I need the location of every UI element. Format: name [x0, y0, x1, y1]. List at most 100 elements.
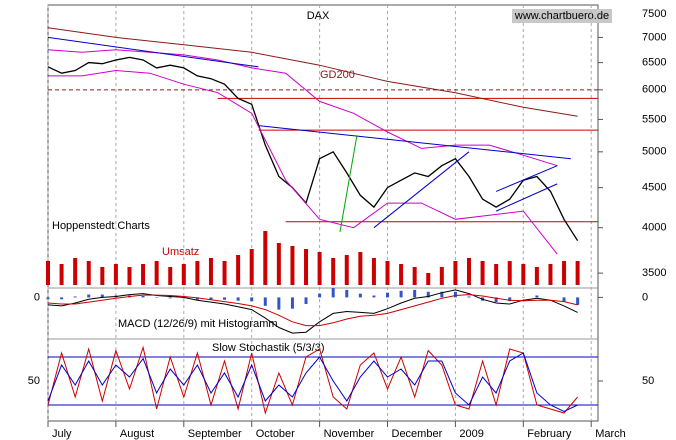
y-tick-label: 6500 [642, 57, 666, 69]
volume-bar [507, 261, 512, 285]
x-tick-label: November [324, 428, 375, 440]
volume-bar [494, 264, 499, 285]
series-line [47, 49, 558, 167]
histogram-bar [318, 293, 322, 298]
y-tick-label: 6000 [642, 84, 666, 96]
series-line [47, 352, 578, 412]
volume-bar [154, 261, 159, 285]
y-tick-label: 5000 [642, 146, 666, 158]
x-tick-label: December [392, 428, 443, 440]
x-tick-label: October [256, 428, 295, 440]
x-tick-label: March [595, 428, 626, 440]
volume-bar [548, 264, 553, 285]
histogram-bar [236, 297, 240, 301]
y-tick-label: 7000 [642, 31, 666, 43]
series-line [47, 289, 578, 334]
volume-label: Umsatz [162, 246, 199, 258]
volume-bar [439, 267, 444, 285]
stochastic-label: Slow Stochastik (5/3/3) [212, 342, 325, 354]
volume-bar [249, 249, 254, 285]
volume-bar [222, 261, 227, 285]
volume-bar [399, 264, 404, 285]
histogram-bar [60, 297, 64, 300]
volume-bar [562, 261, 567, 285]
y-tick-label: 0 [34, 291, 40, 303]
y-tick-label: 50 [28, 375, 40, 387]
histogram-bar [426, 291, 430, 298]
y-tick-label: 50 [642, 375, 654, 387]
volume-bar [73, 258, 78, 285]
volume-bar [466, 258, 471, 285]
histogram-bar [73, 296, 77, 298]
trend-line [495, 183, 558, 212]
histogram-bar [467, 296, 471, 298]
volume-bar [521, 264, 526, 285]
credit: www.chartbuero.de [514, 10, 609, 22]
volume-bar [263, 231, 268, 285]
volume-bar [86, 261, 91, 285]
volume-bar [113, 264, 118, 285]
histogram-bar [562, 297, 566, 302]
volume-bar [371, 258, 376, 285]
histogram-bar [195, 297, 199, 300]
footnote: Hoppenstedt Charts [52, 220, 150, 232]
histogram-bar [413, 289, 417, 298]
histogram-bar [535, 295, 539, 298]
histogram-bar [372, 295, 376, 298]
volume-bar [276, 243, 281, 285]
volume-bar [236, 255, 241, 285]
volume-bar [358, 252, 363, 285]
series-line [47, 294, 578, 327]
histogram-bar [358, 293, 362, 298]
volume-bar [290, 246, 295, 285]
histogram-bar [453, 291, 457, 298]
volume-bar [331, 258, 336, 285]
y-tick-label: 3500 [642, 267, 666, 279]
series-label: GD200 [320, 69, 355, 81]
volume-bar [426, 273, 431, 285]
volume-bar [317, 252, 322, 285]
histogram-bar [508, 297, 512, 302]
volume-bar [127, 267, 132, 285]
histogram-bar [209, 297, 213, 300]
histogram-bar [277, 297, 281, 310]
x-tick-label: 2009 [459, 428, 483, 440]
y-tick-label: 0 [642, 291, 648, 303]
volume-bar [168, 267, 173, 285]
histogram-bar [386, 292, 390, 298]
histogram-bar [331, 288, 335, 298]
volume-bar [59, 264, 64, 285]
histogram-bar [345, 289, 349, 298]
histogram-bar [141, 295, 145, 298]
trend-line [495, 165, 558, 192]
y-tick-label: 4000 [642, 222, 666, 234]
volume-bar [480, 261, 485, 285]
volume-bar [195, 261, 200, 285]
x-tick-label: August [120, 428, 154, 440]
histogram-bar [87, 294, 91, 298]
chart-title: DAX [307, 10, 330, 22]
histogram-bar [223, 297, 227, 300]
volume-bar [344, 255, 349, 285]
volume-bar [453, 261, 458, 285]
y-tick-label: 7500 [642, 8, 666, 20]
volume-bar [412, 267, 417, 285]
volume-bar [181, 264, 186, 285]
volume-bar [141, 264, 146, 285]
x-tick-label: September [188, 428, 242, 440]
volume-bar [385, 261, 390, 285]
credit-box [512, 9, 612, 23]
histogram-bar [250, 297, 254, 302]
histogram-bar [399, 290, 403, 298]
x-tick-label: February [527, 428, 572, 440]
histogram-bar [168, 297, 172, 299]
volume-bar [46, 261, 50, 285]
series-line [48, 69, 558, 255]
volume-bar [208, 258, 213, 285]
y-tick-label: 4500 [642, 182, 666, 194]
histogram-bar [576, 297, 580, 305]
series-line [47, 27, 578, 117]
histogram-bar [46, 297, 50, 300]
histogram-bar [100, 294, 104, 298]
